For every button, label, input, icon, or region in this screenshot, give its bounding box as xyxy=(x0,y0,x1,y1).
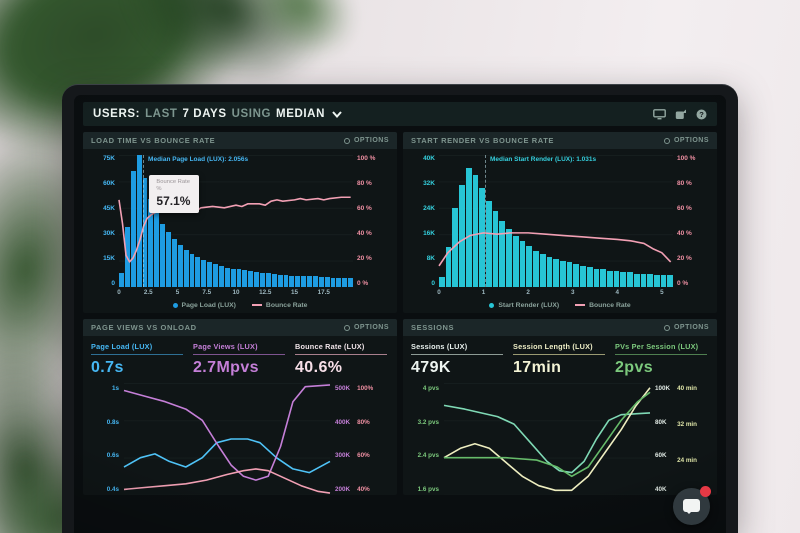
panel-start-render: START RENDER VS BOUNCE RATE OPTIONS 40K 3… xyxy=(403,132,717,313)
median-annotation: Median Start Render (LUX): 1.031s xyxy=(489,156,597,163)
legend: Page Load (LUX) Bounce Rate xyxy=(83,297,397,313)
y-axis-left: 75K 60K 45K 30K 15K 0 xyxy=(103,155,115,287)
page-load-histogram xyxy=(119,155,353,287)
bounce-rate-line xyxy=(119,155,353,287)
gear-icon xyxy=(343,137,350,144)
gear-icon xyxy=(343,324,350,331)
legend-line-icon xyxy=(575,304,586,306)
legend-line-icon xyxy=(251,304,262,306)
chat-widget-button[interactable] xyxy=(673,486,711,525)
y-axis-right: 100K 80K 60K 40K 40 min 32 min 24 min xyxy=(655,385,698,493)
panel-title: LOAD TIME VS BOUNCE RATE xyxy=(91,136,216,145)
y-axis-right: 100 % 80 % 60 % 40 % 20 % 0 % xyxy=(677,155,696,287)
start-render-histogram xyxy=(439,155,674,287)
options-button[interactable]: OPTIONS xyxy=(343,324,389,331)
median-annotation: Median Page Load (LUX): 2.056s xyxy=(148,156,249,163)
svg-text:?: ? xyxy=(699,110,704,119)
tooltip: Bounce Rate % 57.1% xyxy=(149,174,200,214)
metric-bounce-rate: Bounce Rate (LUX) 40.6% xyxy=(295,342,387,377)
users-filter-dropdown[interactable]: USERS: LAST 7 DAYS USING MEDIAN xyxy=(93,108,342,120)
metric-sessions: Sessions (LUX) 479K xyxy=(411,342,503,377)
panel-load-time: LOAD TIME VS BOUNCE RATE OPTIONS 75K 60K 4… xyxy=(83,132,397,313)
tooltip-value: 57.1% xyxy=(156,194,191,209)
notification-badge xyxy=(700,486,711,497)
chat-bubble-icon xyxy=(683,499,700,514)
options-button[interactable]: OPTIONS xyxy=(663,324,709,331)
header-icons: ? xyxy=(653,108,707,120)
gear-icon xyxy=(663,324,670,331)
y-axis-left: 40K 32K 24K 16K 8K 0 xyxy=(423,155,435,287)
plot-area: Median Page Load (LUX): 2.056s Bounce Ra… xyxy=(119,155,353,296)
legend-dot-icon xyxy=(489,302,495,308)
options-button[interactable]: OPTIONS xyxy=(663,137,709,144)
metrics-row: Page Load (LUX) 0.7s Page Views (LUX) 2.… xyxy=(83,336,397,381)
metrics-row: Sessions (LUX) 479K Session Length (LUX)… xyxy=(403,336,717,381)
trend-lines xyxy=(124,383,330,495)
y-axis-right: 500K 400K 300K 200K 100% 80% 60% 40% xyxy=(335,385,374,493)
x-axis: 0 2.5 5 7.5 10 12.5 15 17.5 xyxy=(117,289,330,296)
legend-dot-icon xyxy=(172,302,178,308)
options-button[interactable]: OPTIONS xyxy=(343,137,389,144)
gear-icon xyxy=(663,137,670,144)
y-axis-left: 4 pvs 3.2 pvs 2.4 pvs 1.6 pvs xyxy=(417,385,439,493)
plot-area xyxy=(444,383,650,495)
panel-page-views: PAGE VIEWS VS ONLOAD OPTIONS Page Load (… xyxy=(83,319,397,495)
share-icon[interactable] xyxy=(675,109,687,120)
y-axis-left: 1s 0.8s 0.6s 0.4s xyxy=(106,385,119,493)
metric-pvs-per-session: PVs Per Session (LUX) 2pvs xyxy=(615,342,707,377)
laptop: USERS: LAST 7 DAYS USING MEDIAN xyxy=(62,84,738,533)
metric-page-views: Page Views (LUX) 2.7Mpvs xyxy=(193,342,285,377)
panel-title: PAGE VIEWS VS ONLOAD xyxy=(91,323,197,332)
plot-area xyxy=(124,383,330,495)
dashboard-screen: USERS: LAST 7 DAYS USING MEDIAN xyxy=(74,95,726,533)
y-axis-right: 100 % 80 % 60 % 40 % 20 % 0 % xyxy=(357,155,376,287)
panel-title: SESSIONS xyxy=(411,323,455,332)
median-line: Median Start Render (LUX): 1.031s xyxy=(484,155,596,287)
panel-grid: LOAD TIME VS BOUNCE RATE OPTIONS 75K 60K 4… xyxy=(83,132,717,495)
median-line: Median Page Load (LUX): 2.056s xyxy=(143,155,248,287)
metric-page-load: Page Load (LUX) 0.7s xyxy=(91,342,183,377)
panel-title: START RENDER VS BOUNCE RATE xyxy=(411,136,555,145)
dashboard-header: USERS: LAST 7 DAYS USING MEDIAN xyxy=(83,102,717,126)
metric-session-length: Session Length (LUX) 17min xyxy=(513,342,605,377)
legend: Start Render (LUX) Bounce Rate xyxy=(403,297,717,313)
panel-sessions: SESSIONS OPTIONS Sessions (LUX) 479K Ses… xyxy=(403,319,717,495)
display-icon[interactable] xyxy=(653,108,666,120)
chevron-down-icon xyxy=(332,111,342,119)
bounce-rate-line xyxy=(439,155,673,287)
trend-lines xyxy=(444,383,650,495)
help-icon[interactable]: ? xyxy=(696,109,707,120)
